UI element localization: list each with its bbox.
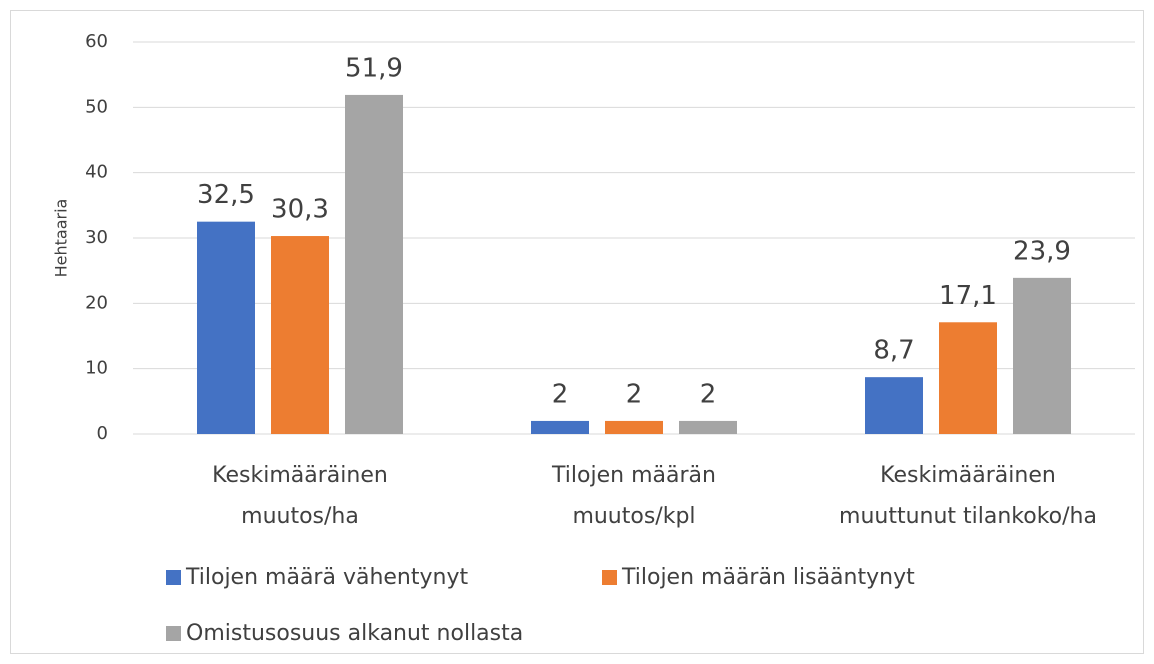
x-tick-label: Keskimääräinen (880, 463, 1056, 488)
bar (1013, 277, 1071, 434)
bar (197, 221, 255, 434)
y-tick-label: 0 (97, 423, 108, 444)
legend-swatch (166, 570, 181, 585)
legend-label: Omistusosuus alkanut nollasta (186, 621, 523, 646)
data-label: 8,7 (873, 336, 914, 366)
legend-label: Tilojen määrän lisääntynyt (621, 565, 915, 590)
data-label: 23,9 (1013, 236, 1071, 266)
y-tick-label: 60 (85, 31, 108, 52)
bar (531, 420, 589, 434)
legend-label: Tilojen määrä vähentynyt (185, 565, 468, 590)
bar (345, 94, 403, 435)
data-label: 2 (700, 379, 717, 409)
data-label: 30,3 (271, 195, 329, 225)
y-tick-label: 10 (85, 358, 108, 379)
y-tick-label: 30 (85, 227, 108, 248)
x-tick-label: Keskimääräinen (212, 463, 388, 488)
legend-swatch (602, 570, 617, 585)
x-tick-label: muutos/kpl (572, 504, 695, 529)
x-tick-label: muuttunut tilankoko/ha (839, 504, 1097, 529)
data-label: 51,9 (345, 53, 403, 83)
bar (939, 322, 997, 434)
legend-swatch (166, 626, 181, 641)
x-tick-label: Tilojen määrän (551, 463, 716, 488)
bar (605, 420, 663, 434)
y-axis-label: Hehtaaria (52, 199, 71, 278)
data-label: 17,1 (939, 281, 997, 311)
y-tick-label: 50 (85, 96, 108, 117)
bar (679, 420, 737, 434)
y-tick-label: 20 (85, 292, 108, 313)
data-label: 2 (626, 379, 643, 409)
data-label: 2 (552, 379, 569, 409)
data-label: 32,5 (197, 180, 255, 210)
bar (865, 377, 923, 434)
bar (271, 236, 329, 434)
x-tick-label: muutos/ha (241, 504, 359, 529)
y-tick-label: 40 (85, 162, 108, 183)
